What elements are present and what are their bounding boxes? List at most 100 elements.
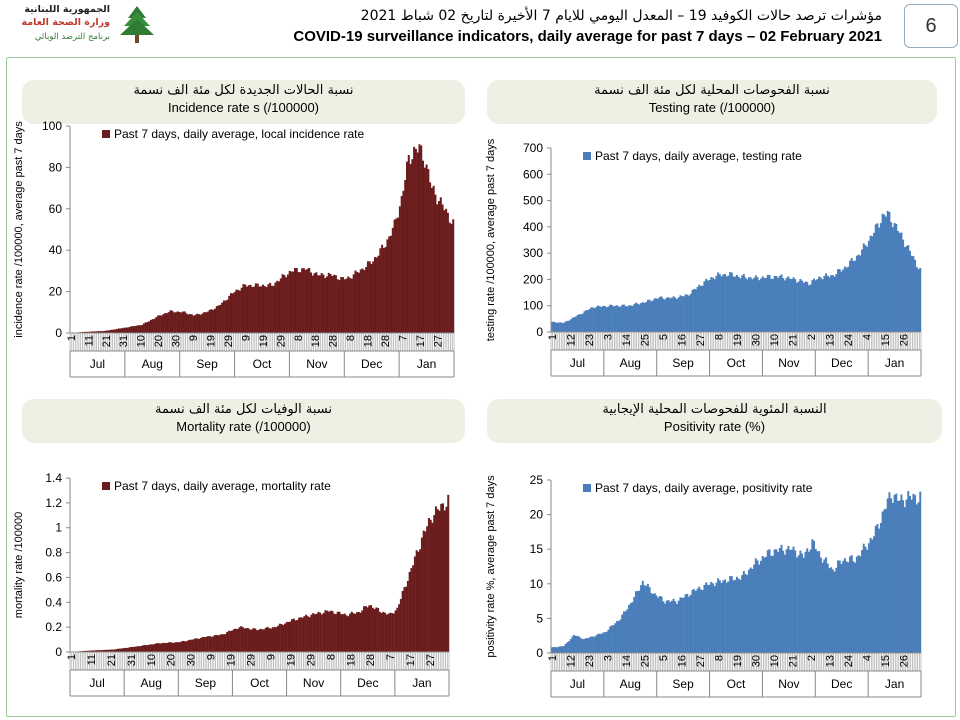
positivity-bar bbox=[713, 586, 716, 653]
mortality-bar bbox=[119, 648, 122, 652]
positivity-month-label: Aug bbox=[620, 677, 641, 691]
incidence-bar bbox=[301, 268, 304, 333]
org-name-line3: برنامج الترصد الوبائي bbox=[34, 32, 110, 42]
positivity-bar bbox=[616, 620, 619, 653]
testing-bar bbox=[890, 222, 893, 332]
mortality-bar bbox=[341, 614, 344, 652]
mortality-bar bbox=[275, 627, 278, 652]
testing-bar bbox=[842, 269, 845, 332]
testing-bar bbox=[559, 322, 562, 332]
mortality-bar bbox=[401, 590, 404, 652]
positivity-bar bbox=[849, 556, 852, 653]
testing-bar bbox=[825, 273, 828, 332]
positivity-bar bbox=[838, 560, 841, 653]
positivity-bar bbox=[893, 494, 896, 653]
mortality-bar bbox=[264, 627, 267, 652]
testing-bar bbox=[662, 298, 665, 332]
incidence-bar bbox=[427, 169, 430, 333]
positivity-bar bbox=[660, 596, 663, 653]
mortality-bar bbox=[350, 611, 353, 652]
testing-legend-label: Past 7 days, daily average, testing rate bbox=[595, 149, 802, 163]
mortality-bar bbox=[343, 613, 346, 652]
positivity-bar bbox=[648, 587, 651, 653]
testing-bar bbox=[552, 321, 555, 332]
page-number: 6 bbox=[904, 4, 958, 48]
testing-bar bbox=[888, 212, 891, 332]
testing-bar bbox=[878, 227, 881, 332]
incidence-bar bbox=[391, 227, 394, 333]
positivity-bar bbox=[655, 595, 658, 653]
positivity-bar bbox=[852, 561, 855, 653]
incidence-bar bbox=[443, 210, 446, 333]
testing-bar bbox=[831, 275, 834, 332]
positivity-bar bbox=[552, 647, 555, 653]
testing-bar bbox=[554, 322, 557, 332]
positivity-bar bbox=[604, 632, 607, 653]
testing-y-tick-label: 400 bbox=[523, 220, 543, 234]
testing-bar bbox=[809, 284, 812, 332]
incidence-bar bbox=[311, 275, 314, 333]
mortality-bar bbox=[238, 627, 241, 652]
positivity-day-label: 2 bbox=[806, 655, 818, 661]
positivity-bar bbox=[850, 555, 853, 653]
positivity-bar bbox=[694, 590, 697, 653]
incidence-bar bbox=[162, 314, 165, 333]
testing-bar bbox=[826, 275, 829, 332]
mortality-bar bbox=[366, 607, 369, 652]
testing-bar bbox=[631, 305, 634, 332]
testing-day-band bbox=[550, 332, 922, 350]
positivity-bar bbox=[710, 581, 713, 653]
positivity-bar bbox=[895, 493, 898, 653]
mortality-month-label: Oct bbox=[250, 676, 269, 690]
incidence-bar bbox=[174, 312, 177, 333]
incidence-bar bbox=[304, 269, 307, 333]
incidence-bar bbox=[382, 247, 385, 333]
mortality-bar bbox=[419, 549, 422, 652]
testing-bar bbox=[694, 289, 697, 332]
testing-bar bbox=[799, 279, 802, 332]
mortality-bar bbox=[103, 649, 106, 652]
positivity-bar bbox=[652, 594, 655, 653]
mortality-bar bbox=[131, 646, 134, 652]
mortality-bar bbox=[280, 624, 283, 652]
testing-bar bbox=[664, 299, 667, 332]
testing-bar bbox=[653, 298, 656, 332]
mortality-bar bbox=[266, 626, 269, 652]
mortality-y-tick-label: 1 bbox=[55, 521, 62, 535]
testing-bar bbox=[585, 310, 588, 332]
mortality-bar bbox=[413, 556, 416, 652]
mortality-bar bbox=[334, 614, 337, 652]
positivity-caption: النسبة المئوية للفحوصات المحلية الإيجابي… bbox=[487, 399, 942, 443]
positivity-bar bbox=[564, 643, 567, 653]
positivity-bar bbox=[730, 576, 733, 653]
positivity-bar bbox=[747, 569, 750, 653]
incidence-bar bbox=[196, 313, 199, 333]
testing-bar bbox=[622, 304, 625, 332]
positivity-bar bbox=[785, 549, 788, 653]
mortality-bar bbox=[429, 519, 432, 652]
incidence-bar bbox=[333, 274, 336, 333]
incidence-caption: نسبة الحالات الجديدة لكل مئة الف نسمة In… bbox=[22, 80, 465, 124]
incidence-bar bbox=[126, 327, 129, 333]
testing-bar bbox=[840, 271, 843, 332]
mortality-bar bbox=[177, 642, 180, 652]
positivity-bar bbox=[650, 593, 653, 653]
incidence-bar bbox=[368, 261, 371, 333]
mortality-bar bbox=[212, 636, 215, 652]
mortality-bar bbox=[443, 510, 446, 652]
testing-bar bbox=[857, 254, 860, 332]
testing-bar bbox=[761, 276, 764, 332]
incidence-bar bbox=[294, 268, 297, 333]
positivity-bar bbox=[744, 574, 747, 653]
testing-day-label: 15 bbox=[880, 334, 892, 346]
incidence-day-label: 9 bbox=[240, 335, 252, 341]
testing-bar bbox=[629, 305, 632, 332]
incidence-bar bbox=[254, 283, 257, 333]
mortality-bar bbox=[263, 629, 266, 652]
positivity-bar bbox=[634, 591, 637, 653]
positivity-bar bbox=[610, 625, 613, 653]
positivity-bar bbox=[878, 528, 881, 653]
testing-y-tick-label: 0 bbox=[536, 325, 543, 339]
mortality-bar bbox=[247, 628, 250, 652]
positivity-bar bbox=[581, 639, 584, 653]
